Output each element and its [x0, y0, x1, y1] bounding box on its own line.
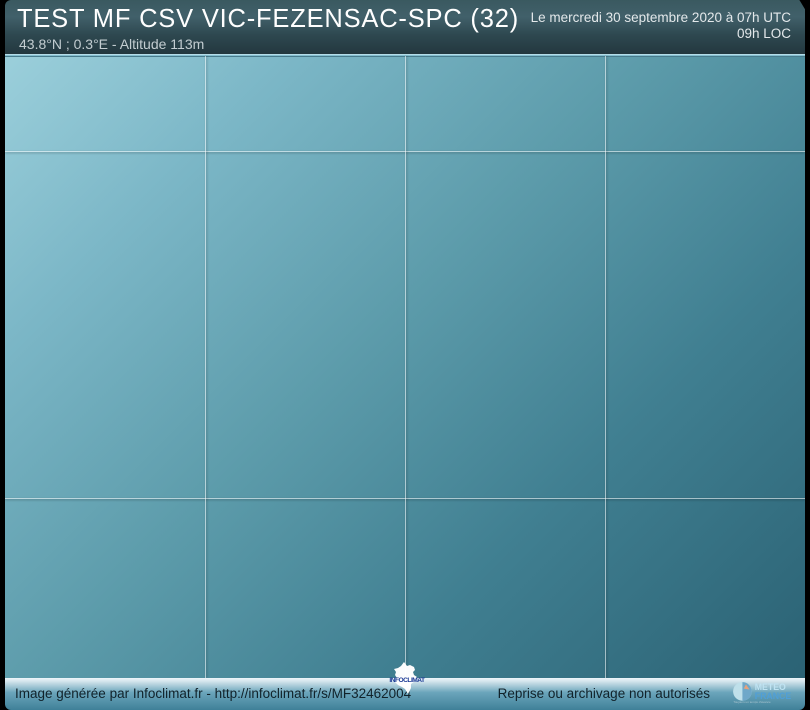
svg-text:Toujours un temps d'avance: Toujours un temps d'avance	[733, 700, 771, 704]
svg-text:INFOCLIMAT: INFOCLIMAT	[389, 677, 425, 684]
svg-text:FRANCE: FRANCE	[755, 691, 792, 701]
svg-text:METEO: METEO	[755, 682, 786, 692]
